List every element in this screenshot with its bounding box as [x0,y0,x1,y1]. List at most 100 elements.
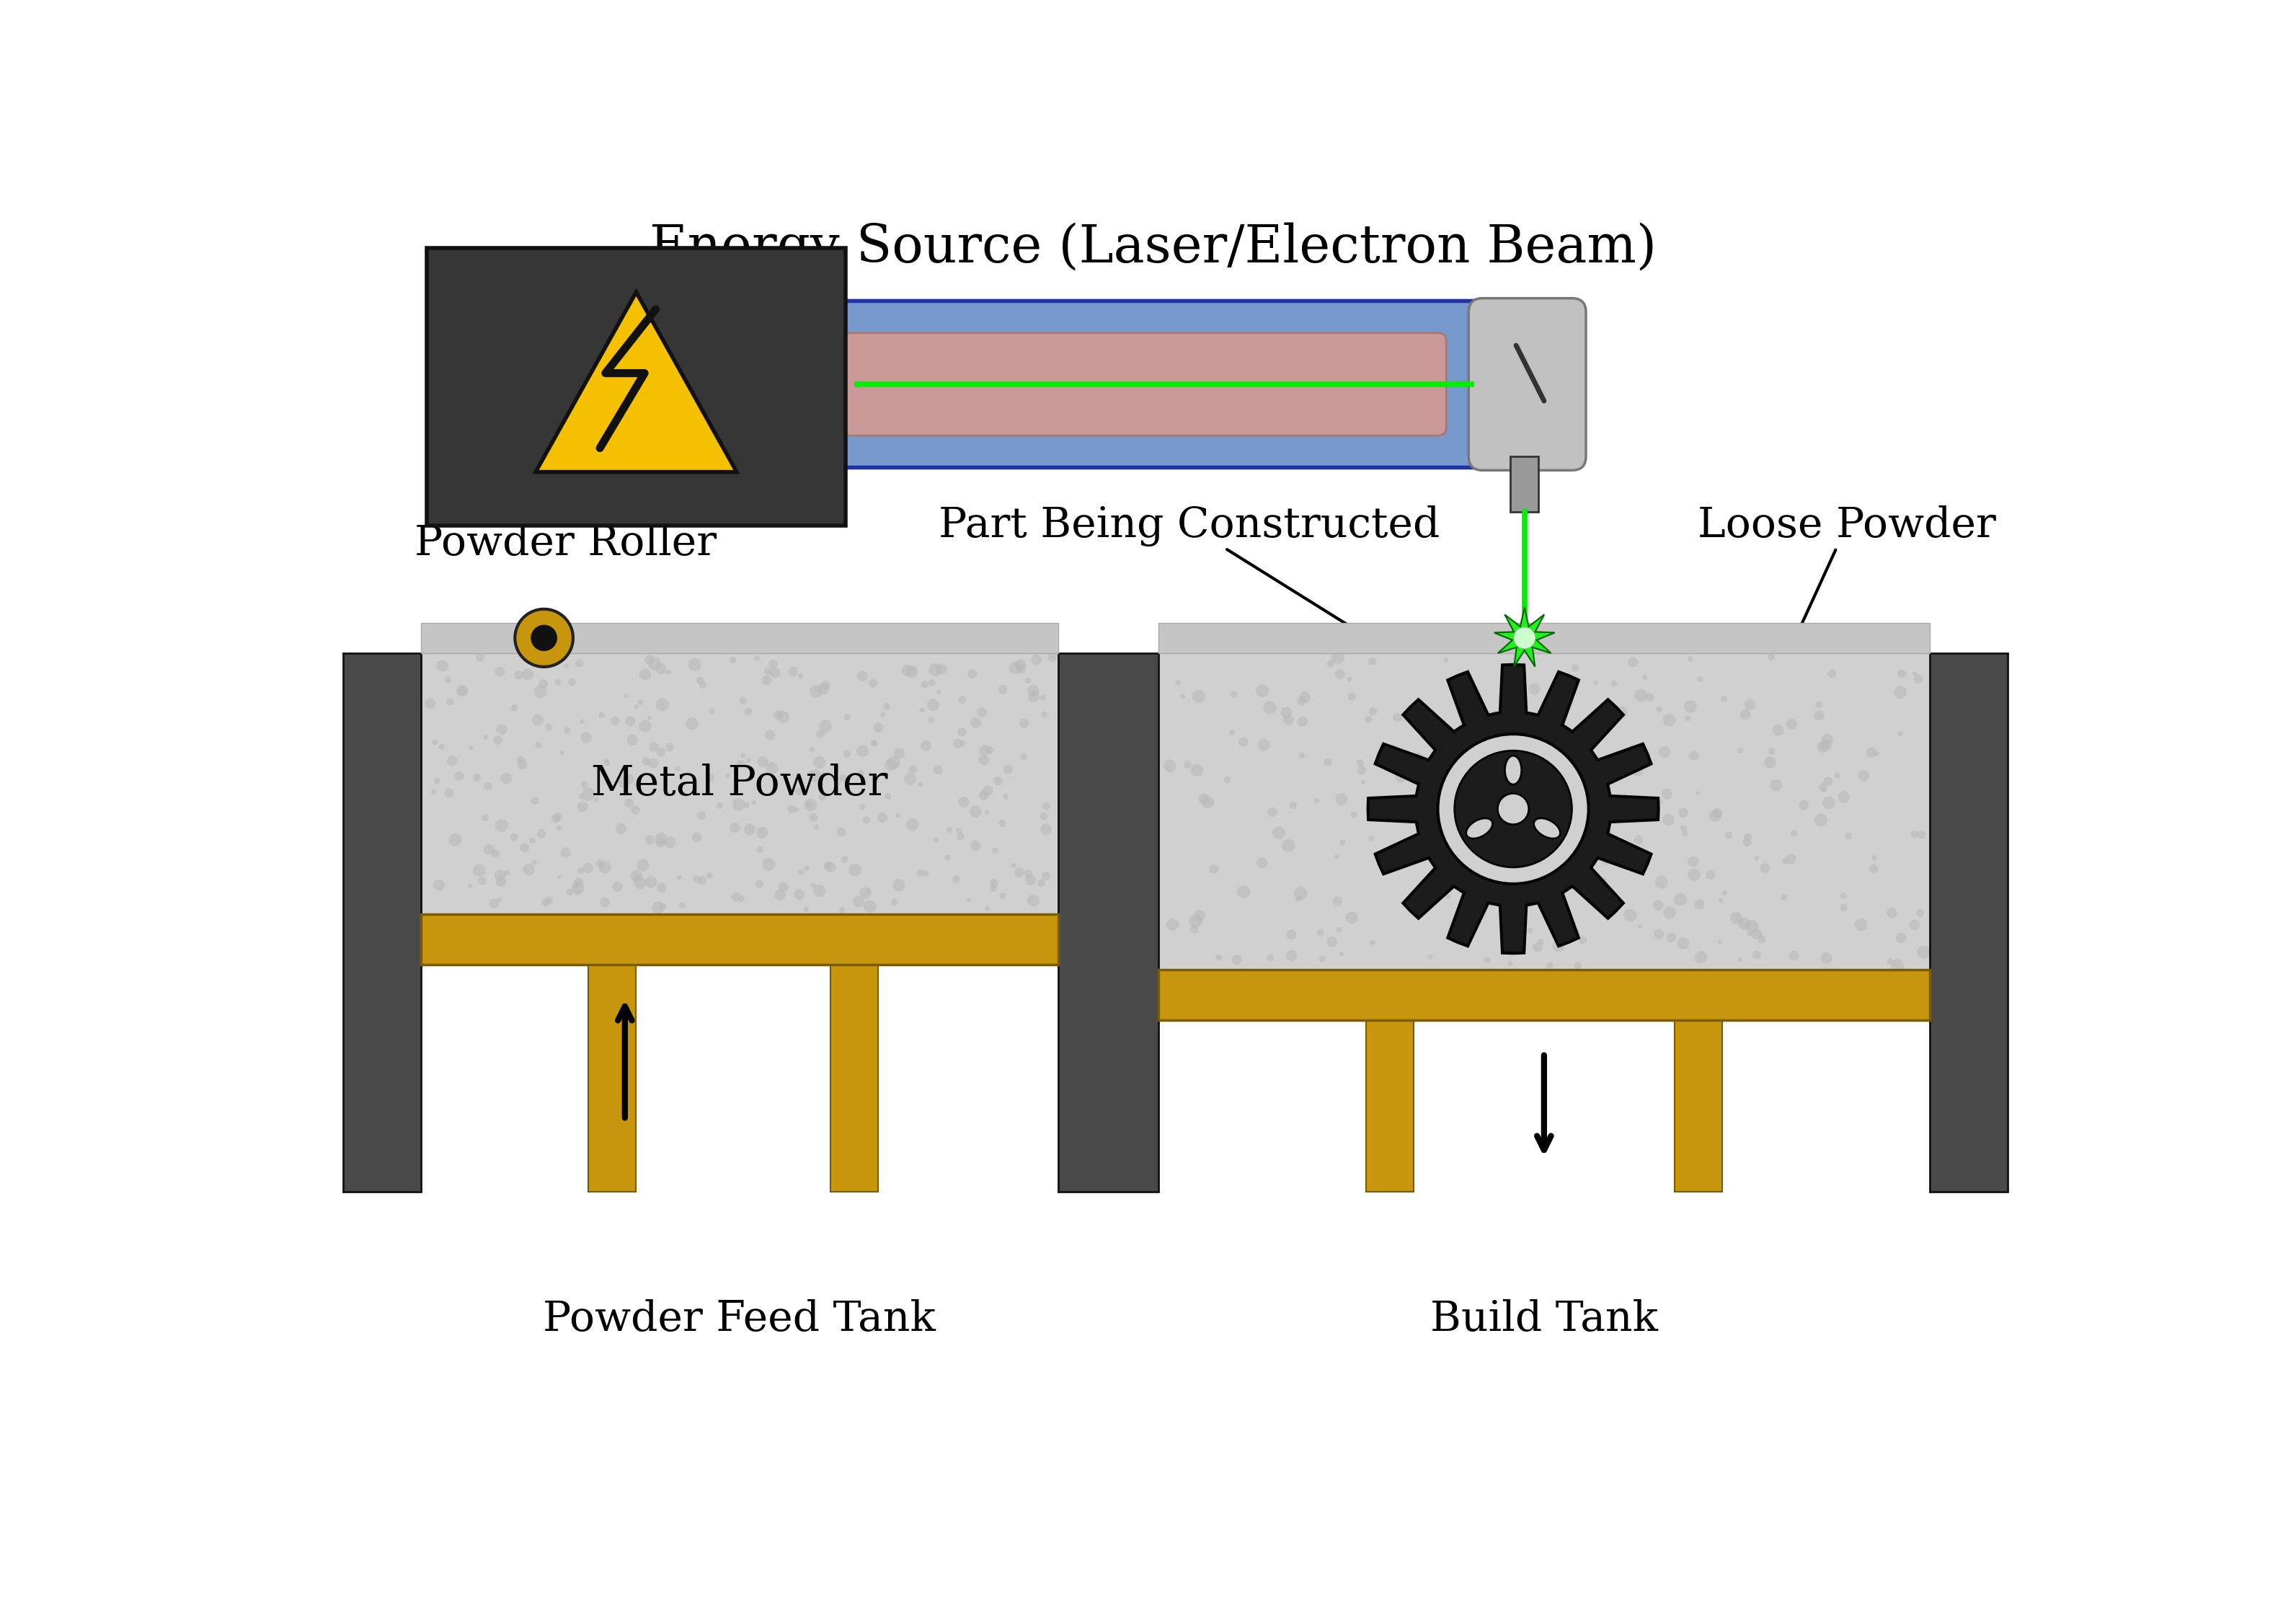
Polygon shape [1495,608,1554,667]
Circle shape [432,739,439,745]
Circle shape [732,893,742,902]
Circle shape [1717,897,1722,902]
Circle shape [953,739,962,748]
Circle shape [737,760,746,769]
Circle shape [1738,917,1750,930]
Circle shape [1538,778,1545,786]
Circle shape [468,745,473,750]
Circle shape [990,885,996,893]
Circle shape [891,899,898,906]
Circle shape [765,667,771,676]
Circle shape [1756,935,1766,943]
Circle shape [1460,922,1469,930]
Bar [420,624,1058,653]
Circle shape [1683,831,1688,836]
Circle shape [850,863,861,876]
Circle shape [709,708,714,714]
Circle shape [1642,676,1649,680]
Circle shape [808,813,817,821]
Circle shape [1405,810,1417,821]
Circle shape [1029,690,1040,703]
Circle shape [1823,776,1832,786]
Circle shape [482,815,489,821]
Circle shape [613,881,622,893]
Circle shape [1635,836,1644,844]
Circle shape [808,770,822,781]
Circle shape [1910,829,1919,838]
Circle shape [1529,885,1536,891]
Circle shape [631,805,641,815]
Circle shape [1674,893,1688,906]
Circle shape [1040,695,1045,700]
Circle shape [843,750,852,758]
Circle shape [581,787,595,800]
Circle shape [1538,789,1548,800]
Circle shape [1297,697,1306,706]
Circle shape [838,774,847,782]
Circle shape [634,875,641,880]
Bar [1159,653,1929,970]
Circle shape [625,693,629,698]
Circle shape [1339,841,1345,846]
Circle shape [645,760,650,765]
Circle shape [1210,865,1219,873]
Circle shape [774,710,783,719]
Circle shape [1738,957,1743,962]
Circle shape [1823,787,1828,792]
Circle shape [1740,710,1752,719]
Circle shape [1538,938,1545,944]
Circle shape [1896,933,1906,943]
Circle shape [1609,852,1614,857]
Circle shape [1189,914,1203,928]
Circle shape [978,791,990,800]
Circle shape [1593,680,1598,685]
Circle shape [934,765,944,774]
Circle shape [1662,906,1676,919]
Circle shape [647,658,661,671]
Circle shape [455,771,464,781]
Circle shape [806,802,813,808]
Circle shape [1782,857,1789,863]
Circle shape [905,773,916,784]
Circle shape [576,659,583,667]
Circle shape [928,663,941,676]
Circle shape [1024,677,1031,684]
Circle shape [1332,896,1343,906]
Circle shape [960,740,967,747]
Circle shape [794,787,804,795]
Circle shape [1871,855,1876,860]
Circle shape [1552,940,1564,953]
Circle shape [1818,782,1828,792]
Circle shape [638,669,650,680]
Circle shape [778,881,788,891]
Circle shape [1313,799,1320,804]
Circle shape [755,826,767,839]
Circle shape [1380,745,1391,757]
Circle shape [1201,795,1215,808]
Circle shape [645,836,654,844]
Circle shape [788,805,797,813]
Circle shape [1483,957,1490,964]
Circle shape [1231,954,1242,966]
Circle shape [838,907,845,914]
Circle shape [1350,812,1357,818]
Circle shape [955,828,962,834]
Circle shape [482,735,489,740]
Circle shape [1798,800,1809,810]
Circle shape [967,669,978,679]
Circle shape [1917,909,1924,917]
Circle shape [817,729,824,739]
Circle shape [432,789,436,794]
Circle shape [1855,919,1867,932]
Circle shape [666,669,670,676]
Circle shape [863,816,870,823]
Circle shape [533,625,556,650]
Circle shape [1589,881,1603,894]
Circle shape [1024,875,1035,886]
Circle shape [918,782,923,787]
Circle shape [625,774,634,784]
Circle shape [1791,829,1798,836]
Circle shape [1550,810,1561,820]
Circle shape [928,698,939,711]
Circle shape [755,880,765,888]
